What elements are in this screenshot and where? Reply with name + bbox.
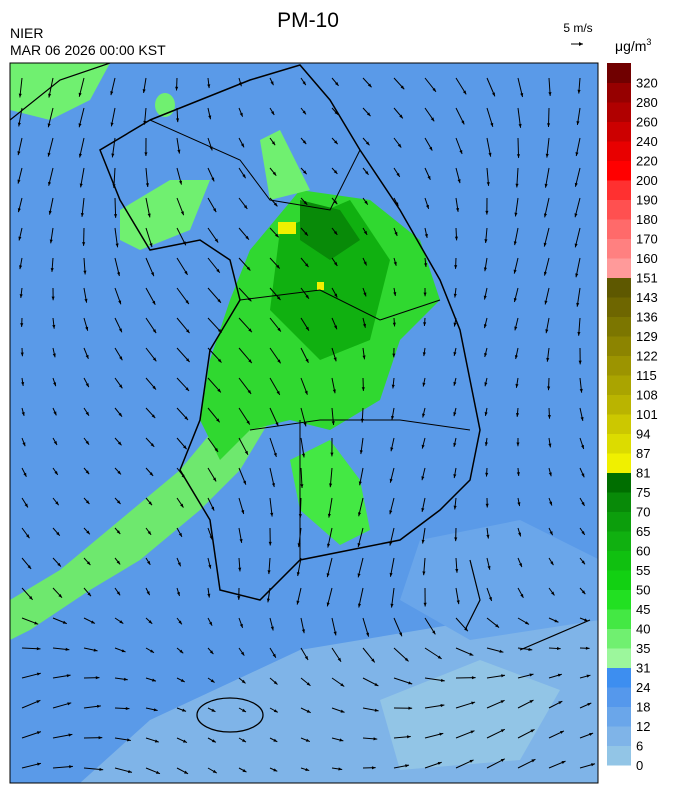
colorbar-segment — [607, 746, 631, 766]
colorbar-segment — [607, 83, 631, 103]
colorbar-label: 31 — [636, 661, 650, 676]
colorbar-label: 0 — [636, 758, 643, 773]
colorbar-label: 60 — [636, 544, 650, 559]
colorbar-segment — [607, 180, 631, 200]
colorbar-segment — [607, 63, 631, 83]
colorbar-label: 45 — [636, 602, 650, 617]
colorbar-segment — [607, 239, 631, 259]
colorbar-label: 55 — [636, 563, 650, 578]
colorbar-label: 320 — [636, 76, 658, 91]
colorbar-label: 65 — [636, 524, 650, 539]
colorbar-label: 160 — [636, 251, 658, 266]
colorbar-label: 75 — [636, 485, 650, 500]
pm-hotspot — [278, 222, 296, 234]
colorbar-label: 115 — [636, 368, 657, 383]
colorbar-segment — [607, 141, 631, 161]
wind-scale-label: 5 m/s — [563, 21, 592, 35]
unit-label: μg/m3 — [615, 37, 651, 54]
colorbar-label: 94 — [636, 427, 650, 442]
title: PM-10 — [277, 9, 339, 32]
colorbar-segment — [607, 512, 631, 532]
colorbar-segment — [607, 551, 631, 571]
wind-scale-arrow — [571, 42, 583, 46]
colorbar-label: 151 — [636, 271, 658, 286]
datetime: MAR 06 2026 00:00 KST — [10, 42, 166, 58]
colorbar-segment — [607, 395, 631, 415]
colorbar-label: 240 — [636, 134, 658, 149]
colorbar-segment — [607, 531, 631, 551]
colorbar-segment — [607, 629, 631, 649]
colorbar-label: 143 — [636, 290, 658, 305]
colorbar-label: 190 — [636, 193, 658, 208]
colorbar-segment — [607, 219, 631, 239]
colorbar-label: 6 — [636, 739, 643, 754]
colorbar-label: 260 — [636, 115, 658, 130]
colorbar-segment — [607, 200, 631, 220]
colorbar-label: 170 — [636, 232, 658, 247]
colorbar-segment — [607, 648, 631, 668]
colorbar-label: 81 — [636, 466, 650, 481]
colorbar-segment — [607, 336, 631, 356]
map — [10, 63, 600, 783]
colorbar-segment — [607, 590, 631, 610]
colorbar-segment — [607, 278, 631, 298]
colorbar-segment — [607, 668, 631, 688]
colorbar-label: 122 — [636, 349, 658, 364]
colorbar-label: 200 — [636, 173, 658, 188]
agency: NIER — [10, 25, 43, 41]
colorbar-label: 180 — [636, 212, 658, 227]
colorbar-label: 12 — [636, 719, 650, 734]
colorbar-label: 87 — [636, 446, 650, 461]
colorbar-segment — [607, 258, 631, 278]
colorbar-label: 136 — [636, 310, 658, 325]
colorbar-segment — [607, 297, 631, 317]
colorbar-label: 101 — [636, 407, 658, 422]
colorbar-label: 24 — [636, 680, 650, 695]
colorbar-segment — [607, 122, 631, 142]
colorbar-segment — [607, 570, 631, 590]
colorbar-segment — [607, 492, 631, 512]
colorbar-segment — [607, 609, 631, 629]
colorbar-segment — [607, 414, 631, 434]
colorbar-segment — [607, 317, 631, 337]
colorbar-segment — [607, 375, 631, 395]
colorbar-label: 108 — [636, 388, 658, 403]
colorbar: 0 6 12 18 24 31 35 40 45 50 55 60 65 70 75 81 87 94 101 108… — [607, 63, 658, 773]
colorbar-label: 220 — [636, 154, 658, 169]
colorbar-segment — [607, 687, 631, 707]
unit-superscript: 3 — [646, 37, 651, 47]
pm-hotspot — [317, 282, 324, 290]
colorbar-segment — [607, 161, 631, 181]
colorbar-segment — [607, 102, 631, 122]
colorbar-label: 70 — [636, 505, 650, 520]
colorbar-segment — [607, 473, 631, 493]
colorbar-segment — [607, 707, 631, 727]
colorbar-label: 280 — [636, 95, 658, 110]
colorbar-label: 129 — [636, 329, 658, 344]
colorbar-segment — [607, 434, 631, 454]
colorbar-label: 18 — [636, 700, 650, 715]
unit: μg/m — [615, 38, 646, 54]
colorbar-label: 40 — [636, 622, 650, 637]
colorbar-label: 35 — [636, 641, 650, 656]
colorbar-segment — [607, 453, 631, 473]
colorbar-segment — [607, 356, 631, 376]
colorbar-label: 50 — [636, 583, 650, 598]
colorbar-segment — [607, 726, 631, 746]
